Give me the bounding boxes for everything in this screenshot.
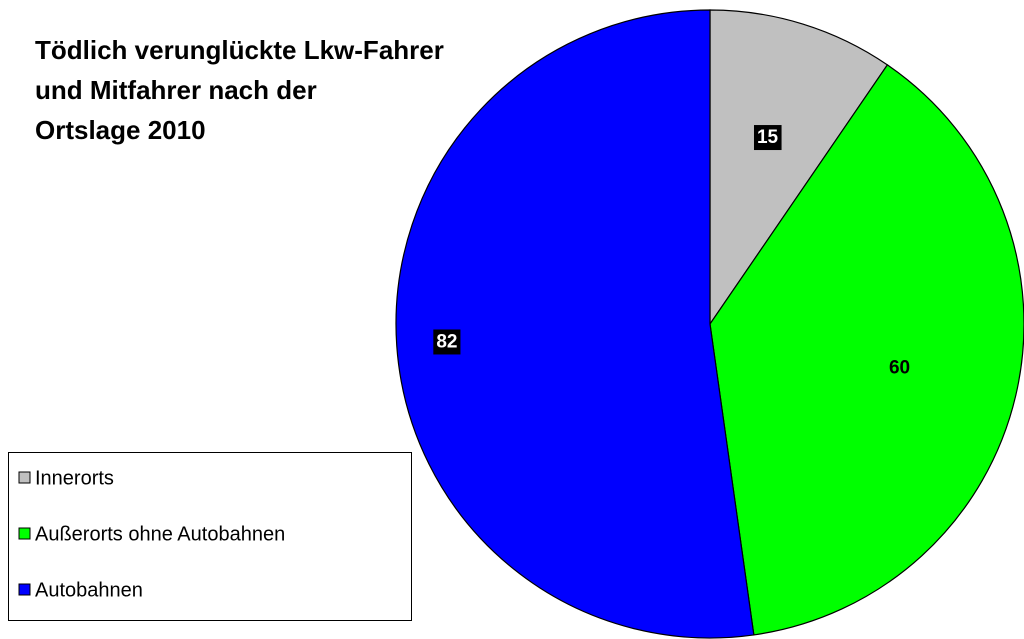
pie-slice (395, 9, 755, 639)
data-label-box (433, 329, 461, 355)
data-label: 15 (757, 127, 779, 148)
data-label-box (753, 125, 782, 151)
pie-slice (709, 9, 889, 326)
legend-swatch (18, 471, 31, 484)
pie-slice (709, 64, 1024, 636)
legend-label: Autobahnen (35, 579, 143, 601)
legend-label: Außerorts ohne Autobahnen (35, 523, 285, 545)
chart-title: Tödlich verunglückte Lkw-Fahrer und Mitf… (35, 35, 444, 145)
data-label: 60 (889, 357, 910, 378)
legend-swatch (18, 527, 31, 540)
legend-box (8, 452, 412, 621)
legend-label: Innerorts (35, 467, 114, 489)
legend-swatch (18, 583, 31, 596)
data-label: 82 (436, 331, 457, 352)
